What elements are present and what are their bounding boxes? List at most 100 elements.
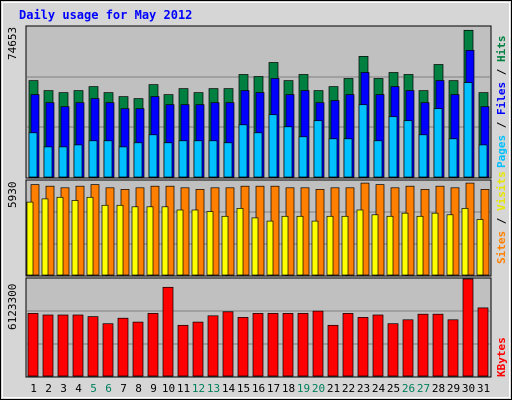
kbytes-bar [132,321,144,377]
day-tick-label: 20 [312,382,325,395]
day-tick-label: 15 [237,382,250,395]
day-tick-label: 4 [75,382,82,395]
day-tick-label: 2 [45,382,52,395]
kbytes-bar [162,286,174,377]
max-label-hits: 74653 [6,27,19,60]
legend-sites: Sites [495,231,508,264]
visits-bar [266,220,274,276]
kbytes-bar [327,324,339,377]
visits-bar [341,215,349,276]
pages-bar [253,132,263,178]
visits-bar [191,209,199,276]
visits-bar [41,198,49,276]
pages-bar [418,134,428,178]
kbytes-bar [27,313,39,377]
visits-bar [161,206,169,276]
visits-bar [311,220,319,276]
pages-bar [88,140,98,178]
visits-bar [221,215,229,276]
kbytes-bar [267,313,279,377]
kbytes-bar [72,314,84,377]
day-tick-label: 9 [150,382,157,395]
pages-bar [163,142,173,178]
pages-bar [193,140,203,178]
pages-bar [313,120,323,178]
kbytes-bar [387,323,399,377]
pages-bar [463,82,473,178]
visits-bar [356,209,364,276]
kbytes-bar [57,314,69,377]
day-tick-label: 11 [177,382,190,395]
kbytes-bar [117,317,129,377]
kbytes-bar [357,317,369,377]
day-tick-label: 16 [252,382,265,395]
pages-bar [238,124,248,178]
pages-bar [73,144,83,178]
day-tick-label: 27 [417,382,430,395]
visits-bar [101,204,109,276]
kbytes-bar [87,316,99,377]
day-tick-label: 1 [30,382,37,395]
day-tick-label: 22 [342,382,355,395]
visits-bar [416,215,424,276]
visits-bar [206,211,214,276]
pages-bar [118,146,128,178]
visits-bar [371,214,379,276]
legend-pages: Pages [495,135,508,168]
pages-bar [268,114,278,178]
max-label-sites: 5930 [6,182,19,209]
day-tick-label: 29 [447,382,460,395]
day-tick-label: 13 [207,382,220,395]
visits-bar [296,215,304,276]
day-tick-label: 6 [105,382,112,395]
visits-bar [71,200,79,276]
day-tick-label: 5 [90,382,97,395]
kbytes-bar [447,319,459,377]
visits-bar [461,208,469,276]
kbytes-bar [312,310,324,377]
kbytes-bar [417,313,429,377]
pages-bar [373,140,383,178]
pages-bar [358,104,368,178]
legend-hits: Hits [495,36,508,63]
legend-kbytes: KBytes [495,337,508,377]
pages-bar [388,116,398,178]
visits-bar [401,212,409,276]
kbytes-bar [297,313,309,377]
legend-separator: / [495,62,508,82]
kbytes-bar [222,311,234,377]
day-tick-label: 25 [387,382,400,395]
kbytes-bar [342,313,354,377]
day-tick-label: 8 [135,382,142,395]
pages-bar [43,146,53,178]
kbytes-bar [42,314,54,377]
pages-bar [478,144,488,178]
day-tick-label: 7 [120,382,127,395]
pages-bar [433,108,443,178]
visits-bar [446,214,454,276]
kbytes-bar [462,278,474,377]
pages-bar [58,146,68,178]
pages-bar [148,134,158,178]
pages-bar [328,138,338,178]
visits-bar [86,196,94,276]
pages-bar [298,136,308,178]
visits-bar [146,206,154,276]
pages-bar [448,138,458,178]
day-tick-label: 10 [162,382,175,395]
visits-bar [326,215,334,276]
kbytes-bar [102,323,114,377]
visits-bar [116,204,124,276]
day-tick-label: 24 [372,382,386,395]
kbytes-bar [207,315,219,377]
day-tick-label: 23 [357,382,370,395]
day-tick-label: 30 [462,382,475,395]
kbytes-bar [177,324,189,377]
day-tick-label: 28 [432,382,445,395]
day-tick-label: 31 [477,382,490,395]
kbytes-bar [402,319,414,377]
legend-separator: / [495,115,508,135]
pages-bar [343,138,353,178]
